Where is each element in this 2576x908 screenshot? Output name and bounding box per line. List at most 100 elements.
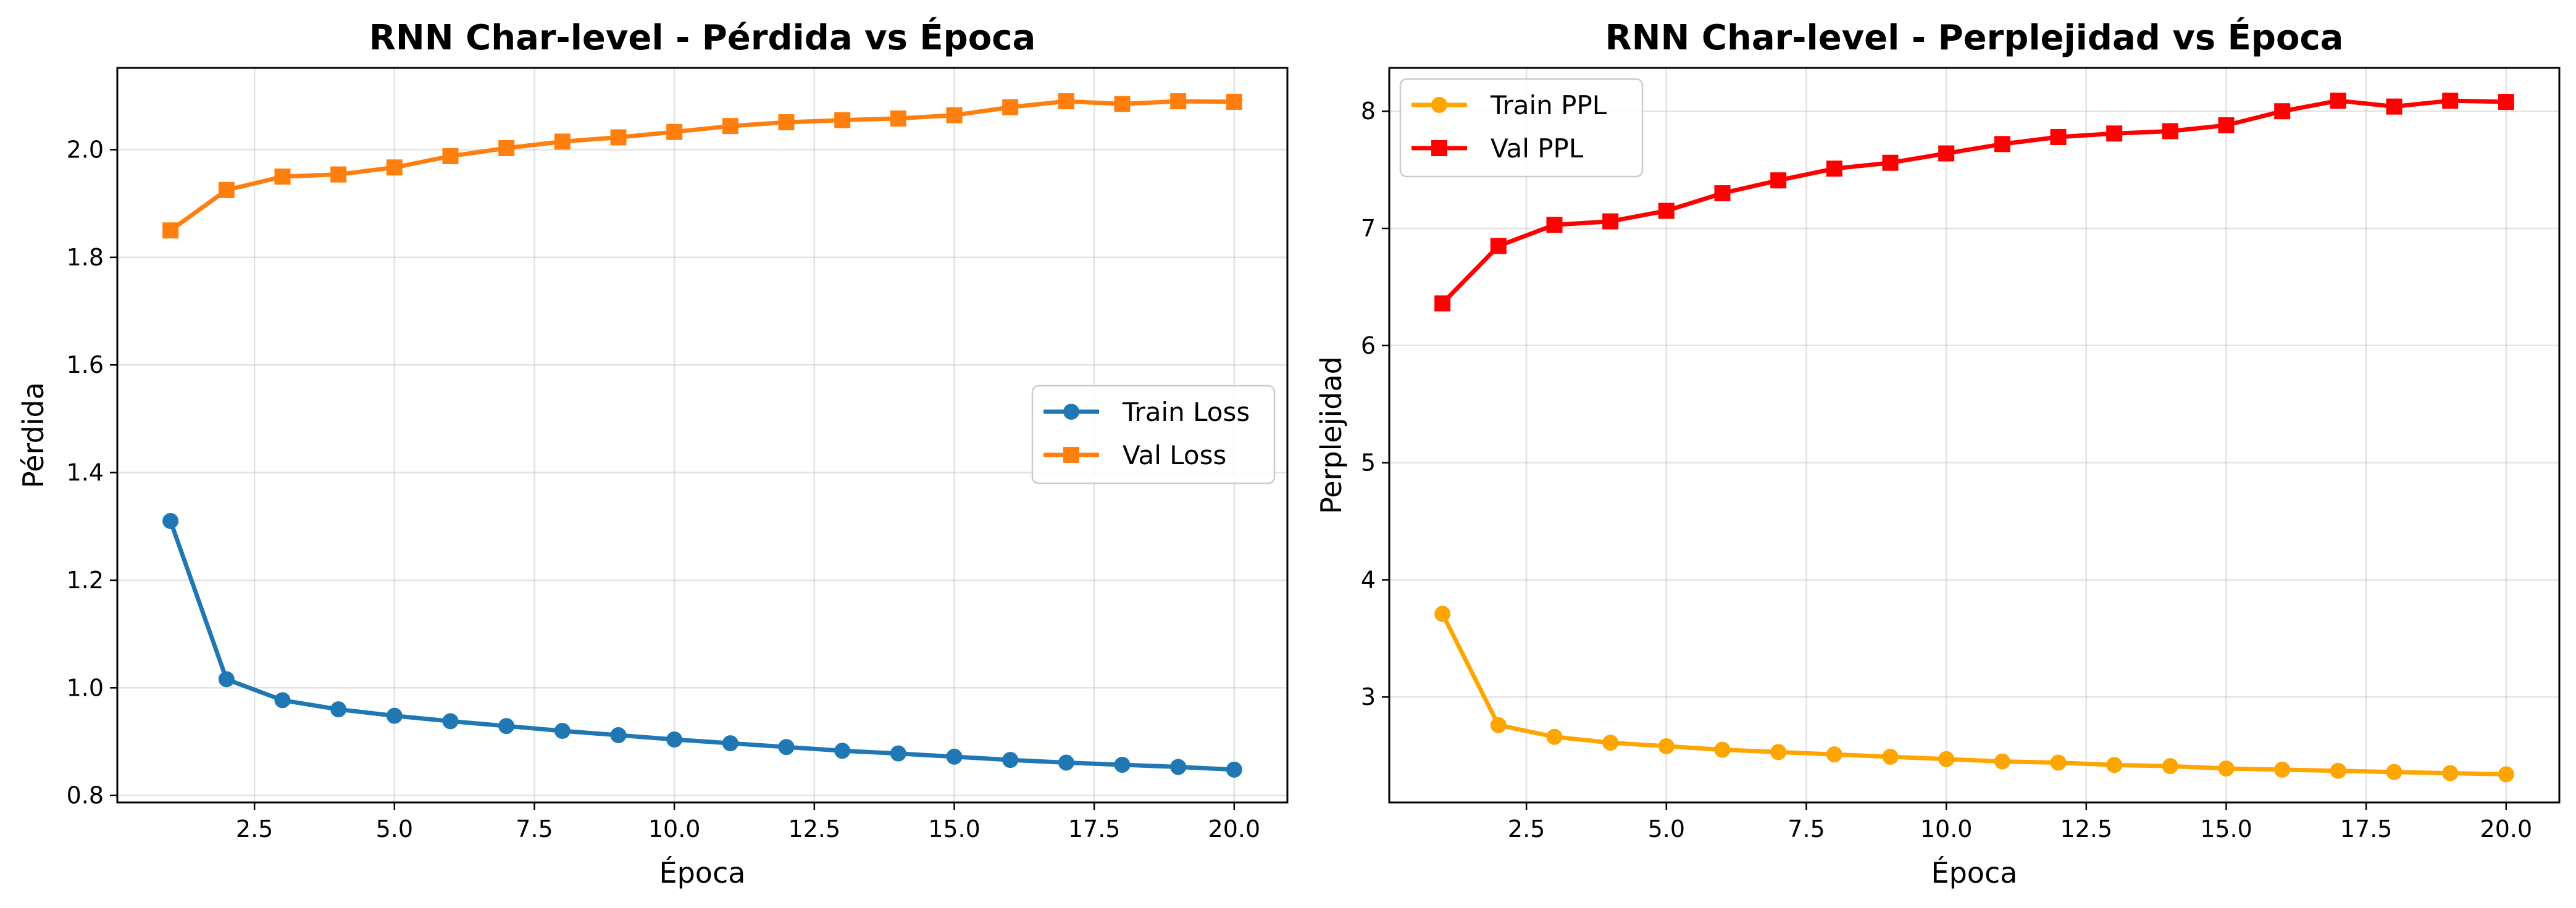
- ppl-chart-title: RNN Char-level - Perplejidad vs Época: [1605, 17, 2344, 58]
- loss-y-ticks: 0.8 1.0 1.2 1.4 1.6 1.8 2.0: [67, 136, 117, 809]
- train-loss-point: [274, 692, 291, 709]
- ppl-x-ticks: 2.5 5.0 7.5 10.0 12.5 15.0 17.5 20.0: [1508, 802, 2532, 843]
- train-ppl-point: [1714, 741, 1731, 758]
- ppl-y-tick-label: 6: [1361, 332, 1376, 359]
- val-ppl-point: [2050, 128, 2067, 145]
- train-loss-point: [610, 727, 627, 744]
- loss-x-tick-label: 7.5: [516, 815, 553, 843]
- val-ppl-point: [1882, 154, 1899, 171]
- train-loss-point: [554, 723, 571, 739]
- val-loss-point: [778, 114, 795, 131]
- ppl-x-tick-label: 10.0: [1920, 815, 1973, 843]
- ppl-y-tick-label: 8: [1361, 98, 1376, 125]
- train-loss-point: [1114, 756, 1131, 773]
- legend-val-ppl-label: Val PPL: [1491, 133, 1584, 164]
- train-loss-point: [834, 743, 851, 759]
- train-ppl-point: [1434, 606, 1451, 622]
- val-ppl-point: [1994, 136, 2010, 152]
- ppl-x-axis-label: Época: [1931, 856, 2018, 889]
- val-loss-point: [330, 166, 347, 183]
- ppl-y-tick-label: 7: [1361, 215, 1376, 242]
- loss-x-axis-label: Época: [659, 856, 746, 889]
- legend-train-loss-label: Train Loss: [1122, 397, 1250, 427]
- val-loss-point: [386, 159, 403, 176]
- ppl-y-tick-label: 4: [1361, 566, 1376, 593]
- val-ppl-point: [2106, 125, 2123, 142]
- train-ppl-point: [1546, 728, 1563, 745]
- ppl-x-tick-label: 5.0: [1648, 815, 1685, 843]
- train-loss-point: [442, 713, 459, 730]
- train-ppl-point: [1994, 753, 2010, 770]
- train-ppl-point: [1826, 746, 1842, 763]
- loss-y-tick-label: 1.4: [67, 459, 104, 486]
- ppl-y-tick-label: 3: [1361, 683, 1376, 710]
- val-loss-point: [1170, 93, 1187, 110]
- ppl-x-tick-label: 2.5: [1508, 815, 1545, 843]
- loss-x-tick-label: 15.0: [928, 815, 981, 843]
- val-ppl-point: [1434, 295, 1451, 312]
- loss-chart: 2.5 5.0 7.5 10.0 12.5 15.0 17.5 20.0 0.8 1.0 1.2 1…: [17, 17, 1289, 889]
- loss-y-tick-label: 0.8: [67, 782, 104, 809]
- train-loss-point: [162, 513, 179, 530]
- ppl-x-tick-label: 7.5: [1788, 815, 1825, 843]
- val-loss-point: [442, 148, 459, 164]
- val-ppl-point: [2442, 93, 2459, 109]
- val-loss-point: [834, 112, 851, 128]
- val-loss-point: [666, 123, 683, 140]
- loss-y-tick-label: 1.6: [67, 351, 104, 378]
- train-ppl-point: [2386, 764, 2402, 780]
- val-loss-point: [498, 140, 515, 156]
- val-loss-point: [946, 107, 963, 123]
- train-loss-point: [218, 671, 235, 688]
- val-ppl-point: [1714, 185, 1731, 202]
- val-ppl-point: [2218, 117, 2235, 133]
- val-loss-point: [1114, 96, 1131, 112]
- loss-x-tick-label: 17.5: [1068, 815, 1121, 843]
- train-loss-series-line: [168, 520, 1235, 772]
- train-loss-point: [1226, 761, 1242, 778]
- ppl-y-axis-label: Perplejidad: [1315, 356, 1348, 514]
- legend-train-loss-marker: [1063, 404, 1079, 420]
- val-loss-point: [610, 129, 627, 146]
- train-ppl-point: [1882, 748, 1899, 765]
- loss-legend: Train Loss Val Loss: [1031, 385, 1276, 485]
- train-loss-point: [1058, 754, 1074, 771]
- val-ppl-point: [1658, 202, 1675, 219]
- val-ppl-point: [1938, 145, 1955, 162]
- train-ppl-series-line: [1440, 612, 2506, 777]
- train-loss-point: [666, 731, 683, 748]
- val-loss-point: [218, 181, 235, 198]
- train-loss-point: [778, 739, 795, 756]
- loss-y-tick-label: 1.2: [67, 567, 104, 594]
- train-ppl-point: [2050, 754, 2067, 771]
- legend-val-ppl-marker: [1431, 140, 1447, 156]
- val-ppl-point: [2162, 123, 2178, 140]
- val-ppl-point: [1546, 217, 1563, 233]
- train-loss-point: [1002, 752, 1019, 768]
- train-ppl-point: [1770, 744, 1787, 760]
- val-loss-point: [1058, 93, 1074, 110]
- train-ppl-point: [2218, 760, 2235, 777]
- train-ppl-point: [2106, 757, 2123, 773]
- val-ppl-point: [2386, 98, 2402, 115]
- val-loss-point: [162, 222, 179, 239]
- loss-x-tick-label: 5.0: [376, 815, 413, 843]
- val-loss-point: [890, 110, 906, 127]
- loss-y-tick-label: 2.0: [67, 136, 104, 164]
- legend-val-loss-label: Val Loss: [1123, 440, 1226, 470]
- val-ppl-point: [1826, 160, 1842, 177]
- val-loss-point: [722, 118, 738, 135]
- ppl-x-tick-label: 12.5: [2060, 815, 2113, 843]
- ppl-x-tick-label: 17.5: [2340, 815, 2393, 843]
- train-ppl-point: [1938, 751, 1955, 767]
- ppl-x-tick-label: 20.0: [2480, 815, 2533, 843]
- loss-x-ticks: 2.5 5.0 7.5 10.0 12.5 15.0 17.5 20.0: [236, 802, 1260, 843]
- val-loss-point: [554, 133, 571, 150]
- legend-train-ppl-label: Train PPL: [1490, 90, 1607, 120]
- ppl-grid: [1389, 68, 2559, 802]
- loss-grid: [117, 68, 1287, 802]
- train-ppl-point: [1602, 735, 1619, 751]
- loss-x-tick-label: 2.5: [236, 815, 273, 843]
- val-ppl-point: [1770, 172, 1787, 189]
- loss-y-tick-label: 1.0: [67, 674, 104, 701]
